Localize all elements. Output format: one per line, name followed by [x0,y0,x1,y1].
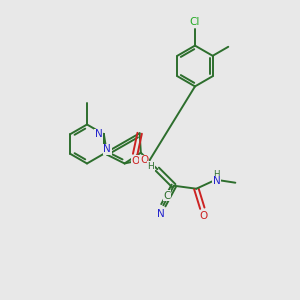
Text: O: O [140,155,148,166]
Text: C: C [164,190,171,201]
Text: H: H [213,170,220,179]
Text: N: N [103,144,111,154]
Text: O: O [200,211,208,221]
Text: N: N [157,208,165,219]
Text: Cl: Cl [190,17,200,27]
Text: H: H [147,162,154,171]
Text: O: O [131,156,139,166]
Text: N: N [94,129,102,139]
Text: N: N [213,176,220,186]
